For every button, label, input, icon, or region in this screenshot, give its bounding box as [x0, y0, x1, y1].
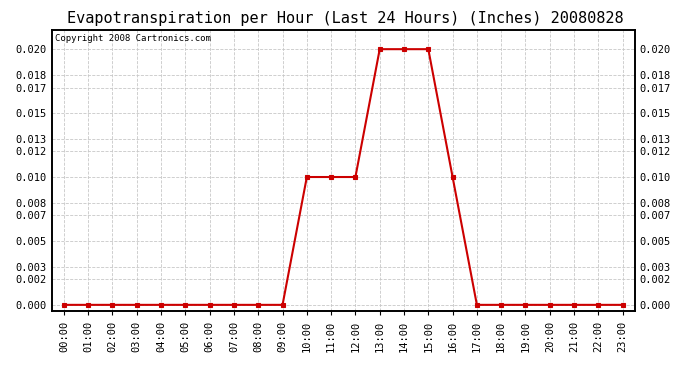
Text: Copyright 2008 Cartronics.com: Copyright 2008 Cartronics.com — [55, 34, 210, 43]
Text: Evapotranspiration per Hour (Last 24 Hours) (Inches) 20080828: Evapotranspiration per Hour (Last 24 Hou… — [67, 11, 623, 26]
